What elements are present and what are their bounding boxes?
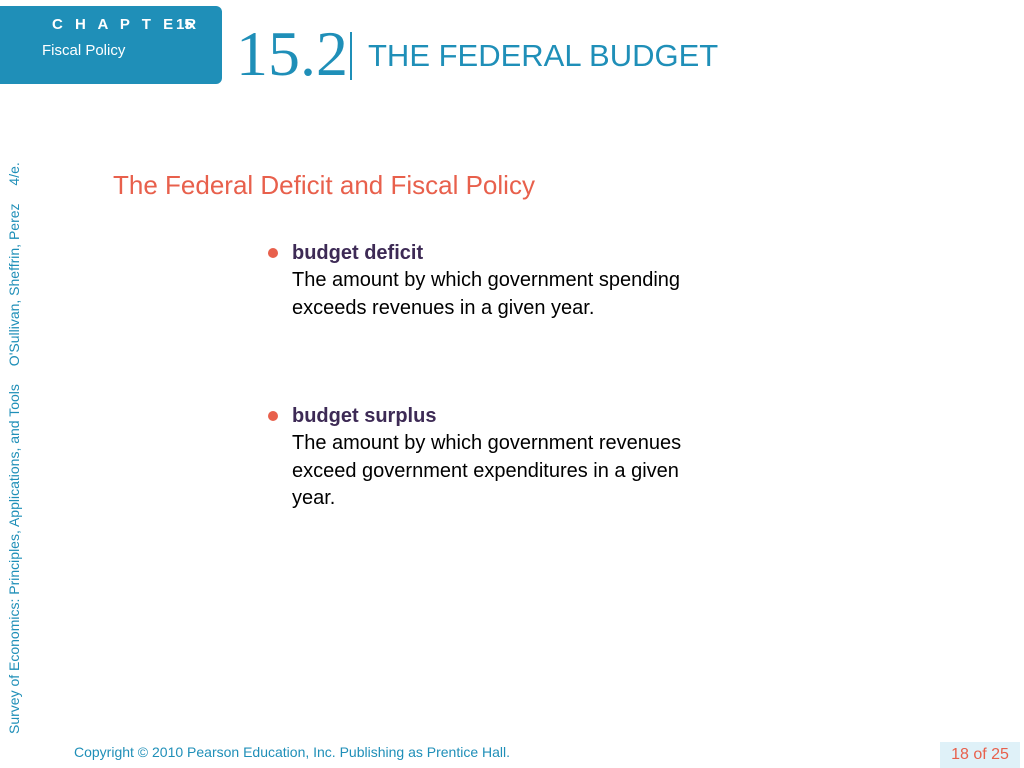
section-divider xyxy=(350,32,352,80)
book-citation: Survey of Economics: Principles, Applica… xyxy=(6,94,22,734)
term: budget surplus xyxy=(292,405,437,427)
slide-heading: The Federal Deficit and Fiscal Policy xyxy=(113,170,535,200)
book-edition: 4/e. xyxy=(6,162,22,186)
bullet-icon xyxy=(268,248,278,258)
term: budget deficit xyxy=(292,242,424,264)
bullet-icon xyxy=(268,411,278,421)
book-authors: O'Sullivan, Sheffrin, Perez xyxy=(6,203,22,367)
section-title: THE FEDERAL BUDGET xyxy=(368,38,719,73)
definition-item-surplus: budget surplus The amount by which gover… xyxy=(268,403,698,513)
definition-item-deficit: budget deficit The amount by which gover… xyxy=(268,240,698,322)
page-number: 18 of 25 xyxy=(951,746,1009,763)
chapter-label: C H A P T E R xyxy=(52,16,201,33)
section-number: 15.2 xyxy=(236,18,348,89)
chapter-number: 15 xyxy=(176,16,193,33)
footer-copyright: Copyright © 2010 Pearson Education, Inc.… xyxy=(74,744,511,760)
chapter-topic: Fiscal Policy xyxy=(42,42,126,59)
definition: The amount by which government spending … xyxy=(292,269,681,319)
definition: The amount by which government revenues … xyxy=(292,432,682,509)
page-indicator: 18 of 25 xyxy=(940,742,1020,768)
book-title: Survey of Economics: Principles, Applica… xyxy=(6,384,22,734)
chapter-box: C H A P T E R 15 Fiscal Policy xyxy=(0,6,222,84)
